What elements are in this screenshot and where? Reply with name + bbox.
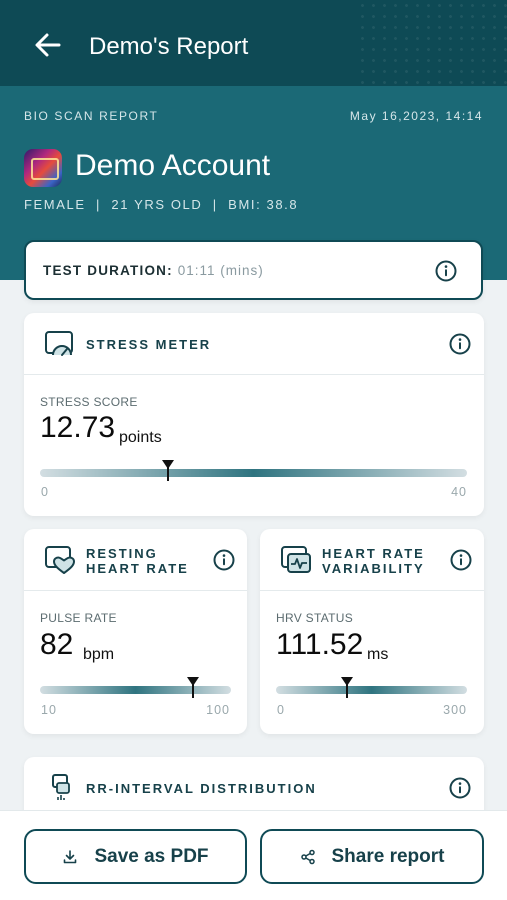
pulse-rate-marker	[186, 677, 199, 698]
info-icon[interactable]	[450, 549, 472, 571]
share-report-label: Share report	[331, 845, 445, 867]
save-pdf-label: Save as PDF	[94, 845, 209, 867]
stress-score-value: 12.73	[40, 411, 116, 444]
resting-heart-rate-card: RESTING HEART RATE PULSE RATE 82 bpm 10 …	[24, 529, 247, 734]
avatar	[24, 149, 62, 187]
pulse-rate-track	[40, 686, 231, 694]
duration-label: TEST DURATION:	[43, 263, 173, 278]
stress-max: 40	[451, 485, 467, 499]
report-date: May 16,2023, 14:14	[349, 109, 483, 123]
pulse-rate-label: PULSE RATE	[40, 611, 117, 625]
rr-icon	[52, 774, 70, 800]
info-icon[interactable]	[213, 549, 235, 571]
stress-score-track	[40, 469, 467, 477]
duration-value: 01:11 (mins)	[177, 263, 264, 278]
hrv-min: 0	[277, 703, 285, 717]
stress-score-label: STRESS SCORE	[40, 395, 138, 409]
hrv-title-line2: VARIABILITY	[322, 561, 425, 576]
stress-meter-card: STRESS METER STRESS SCORE 12.73 points 0…	[24, 313, 484, 516]
info-icon[interactable]	[449, 777, 471, 799]
pulse-rate-min: 10	[41, 703, 57, 717]
hrv-status-label: HRV STATUS	[276, 611, 354, 625]
hrv-value: 111.52	[276, 628, 364, 661]
hrv-track	[276, 686, 467, 694]
stress-score-unit: points	[119, 429, 162, 446]
pulse-rate-unit: bpm	[83, 646, 115, 663]
decorative-dots	[357, 0, 507, 86]
hrv-unit: ms	[367, 646, 389, 663]
stress-min: 0	[41, 485, 49, 499]
hrv-max: 300	[443, 703, 467, 717]
download-icon	[64, 849, 77, 863]
account-meta: FEMALE | 21 YRS OLD | BMI: 38.8	[24, 197, 299, 212]
gauge-icon	[45, 331, 73, 356]
heart-icon	[45, 546, 75, 574]
pulse-rate-value: 82	[40, 628, 74, 661]
page-title: Demo's Report	[89, 33, 249, 60]
pulse-rate-max: 100	[206, 703, 230, 717]
resting-heart-rate-title-line1: RESTING	[86, 546, 158, 561]
share-icon	[300, 849, 315, 864]
save-pdf-button[interactable]: Save as PDF	[24, 829, 247, 884]
resting-heart-rate-title-line2: HEART RATE	[86, 561, 189, 576]
info-icon[interactable]	[449, 333, 471, 355]
hrv-marker	[340, 677, 353, 698]
info-icon[interactable]	[435, 260, 457, 282]
pulse-chart-icon	[281, 546, 311, 573]
stress-meter-title: STRESS METER	[86, 337, 212, 352]
test-duration-card: TEST DURATION: 01:11 (mins)	[24, 240, 483, 300]
account-name: Demo Account	[75, 149, 271, 182]
share-report-button[interactable]: Share report	[260, 829, 484, 884]
stress-meter-header: STRESS METER	[24, 313, 484, 375]
hrv-title-line1: HEART RATE	[322, 546, 425, 561]
app-bar: Demo's Report	[0, 0, 507, 86]
resting-heart-rate-header: RESTING HEART RATE	[24, 529, 247, 591]
heart-rate-variability-card: HEART RATE VARIABILITY HRV STATUS 111.52…	[260, 529, 484, 734]
stress-score-marker	[162, 460, 175, 481]
heart-rate-variability-header: HEART RATE VARIABILITY	[260, 529, 484, 591]
rr-interval-title: RR-INTERVAL DISTRIBUTION	[86, 781, 317, 796]
report-label: BIO SCAN REPORT	[24, 109, 159, 123]
back-arrow-icon[interactable]	[33, 30, 63, 60]
bottom-action-bar: Save as PDF Share report	[0, 810, 507, 900]
